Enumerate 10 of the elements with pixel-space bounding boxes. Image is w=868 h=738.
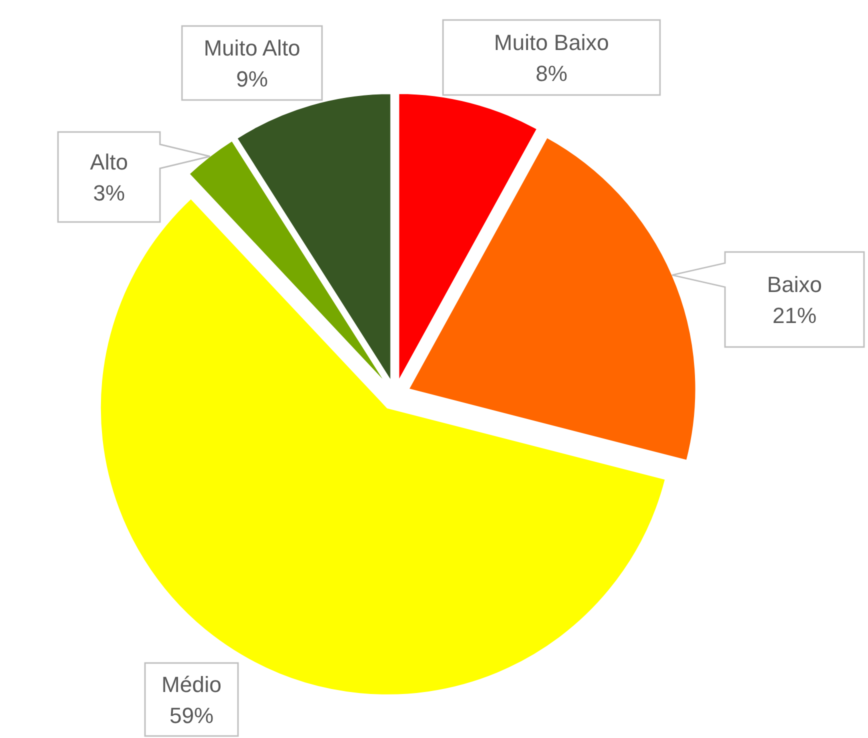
data-label: 59% — [169, 703, 214, 728]
slice-label: Médio — [162, 672, 222, 697]
data-label: 8% — [536, 61, 568, 86]
data-label: 3% — [93, 180, 125, 206]
data-label: 9% — [236, 66, 268, 92]
data-label: 21% — [772, 303, 817, 328]
slice-label: Muito Alto — [204, 36, 300, 60]
slice-label: Muito Baixo — [494, 30, 609, 55]
slice-label: Alto — [90, 150, 128, 174]
slice-label: Baixo — [766, 272, 822, 297]
